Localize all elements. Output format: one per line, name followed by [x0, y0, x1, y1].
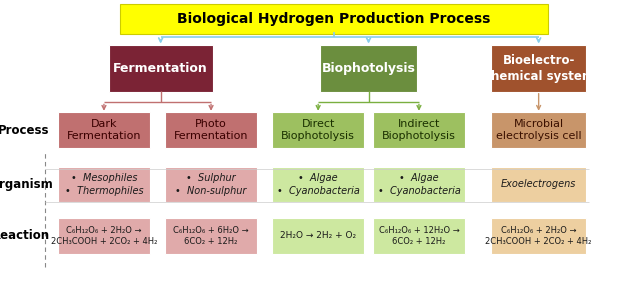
- Text: C₆H₁₂O₆ + 6H₂O →
6CO₂ + 12H₂: C₆H₁₂O₆ + 6H₂O → 6CO₂ + 12H₂: [173, 226, 249, 246]
- Text: 2H₂O → 2H₂ + O₂: 2H₂O → 2H₂ + O₂: [280, 231, 356, 241]
- Text: Dark
Fermentation: Dark Fermentation: [67, 119, 141, 141]
- Text: •  Mesophiles
•  Thermophiles: • Mesophiles • Thermophiles: [65, 173, 143, 196]
- Text: C₆H₁₂O₆ + 2H₂O →
2CH₃COOH + 2CO₂ + 4H₂: C₆H₁₂O₆ + 2H₂O → 2CH₃COOH + 2CO₂ + 4H₂: [486, 226, 592, 246]
- Text: Process: Process: [0, 124, 50, 137]
- Text: Exoelectrogens: Exoelectrogens: [501, 180, 576, 189]
- FancyBboxPatch shape: [108, 45, 213, 92]
- Text: Biological Hydrogen Production Process: Biological Hydrogen Production Process: [177, 12, 491, 25]
- Text: C₆H₁₂O₆ + 12H₂O →
6CO₂ + 12H₂: C₆H₁₂O₆ + 12H₂O → 6CO₂ + 12H₂: [379, 226, 459, 246]
- FancyBboxPatch shape: [491, 45, 586, 92]
- FancyBboxPatch shape: [165, 112, 257, 148]
- FancyBboxPatch shape: [491, 166, 586, 202]
- FancyBboxPatch shape: [319, 45, 417, 92]
- FancyBboxPatch shape: [58, 112, 150, 148]
- FancyBboxPatch shape: [273, 166, 364, 202]
- FancyBboxPatch shape: [373, 166, 465, 202]
- Text: Reaction: Reaction: [0, 229, 50, 243]
- FancyBboxPatch shape: [273, 218, 364, 254]
- FancyBboxPatch shape: [373, 218, 465, 254]
- Text: Fermentation: Fermentation: [113, 62, 208, 75]
- FancyBboxPatch shape: [491, 112, 586, 148]
- Text: C₆H₁₂O₆ + 2H₂O →
2CH₃COOH + 2CO₂ + 4H₂: C₆H₁₂O₆ + 2H₂O → 2CH₃COOH + 2CO₂ + 4H₂: [51, 226, 157, 246]
- FancyBboxPatch shape: [373, 112, 465, 148]
- FancyBboxPatch shape: [273, 112, 364, 148]
- FancyBboxPatch shape: [165, 166, 257, 202]
- Text: •  Algae
•  Cyanobacteria: • Algae • Cyanobacteria: [277, 173, 360, 196]
- Text: •  Algae
•  Cyanobacteria: • Algae • Cyanobacteria: [377, 173, 461, 196]
- Text: Bioelectro-
chemical system: Bioelectro- chemical system: [484, 54, 593, 83]
- FancyBboxPatch shape: [58, 166, 150, 202]
- Text: Indirect
Biophotolysis: Indirect Biophotolysis: [382, 119, 456, 141]
- Text: Photo
Fermentation: Photo Fermentation: [174, 119, 248, 141]
- FancyBboxPatch shape: [165, 218, 257, 254]
- Text: Organism: Organism: [0, 178, 53, 191]
- FancyBboxPatch shape: [120, 3, 548, 33]
- FancyBboxPatch shape: [58, 218, 150, 254]
- Text: Direct
Biophotolysis: Direct Biophotolysis: [281, 119, 355, 141]
- Text: •  Sulphur
•  Non-sulphur: • Sulphur • Non-sulphur: [175, 173, 247, 196]
- Text: Biophotolysis: Biophotolysis: [321, 62, 416, 75]
- Text: Microbial
electrolysis cell: Microbial electrolysis cell: [496, 119, 581, 141]
- FancyBboxPatch shape: [491, 218, 586, 254]
